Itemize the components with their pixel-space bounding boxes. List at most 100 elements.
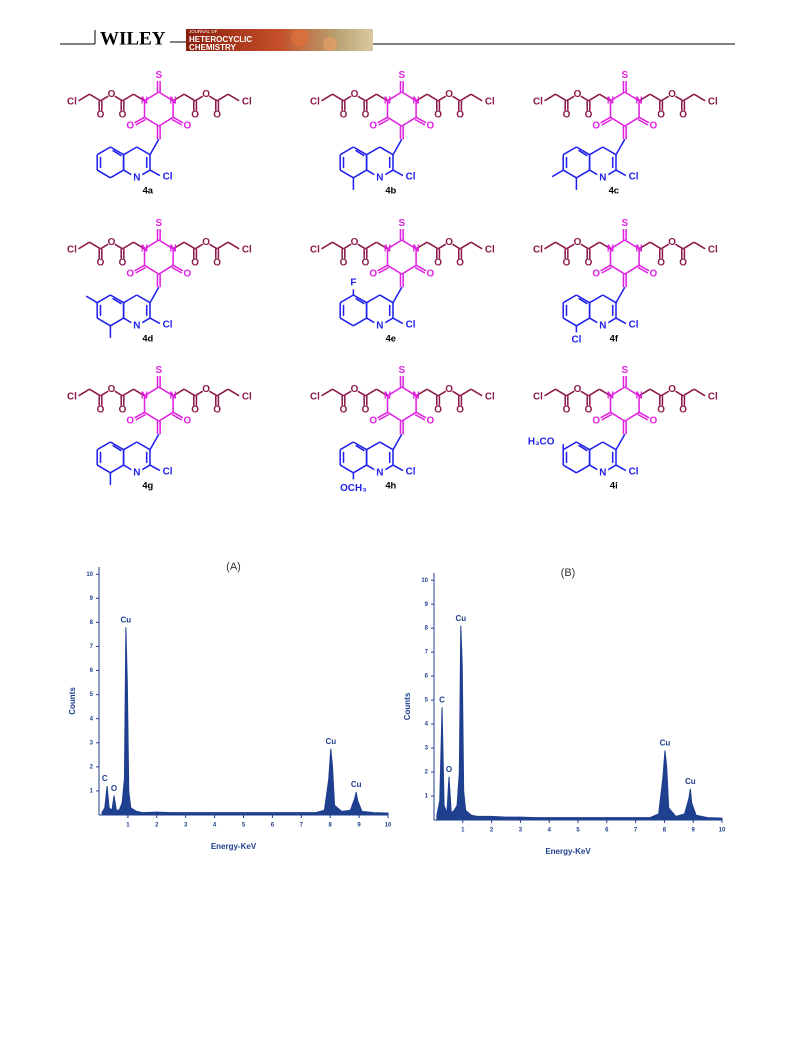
x-tick-label: 6 — [605, 828, 609, 834]
bond — [414, 118, 426, 126]
bond — [377, 411, 388, 419]
y-tick-label: 9 — [425, 602, 429, 608]
bond — [110, 441, 124, 451]
bond — [401, 264, 417, 275]
atom-label: Cl — [406, 319, 416, 330]
bond — [149, 286, 160, 304]
atom-label: O — [585, 258, 593, 269]
x-tick-label: 9 — [692, 828, 696, 834]
atom-label: H₃CO — [528, 437, 555, 448]
peak-label: Cu — [685, 777, 696, 786]
y-tick-label: 6 — [425, 674, 429, 680]
y-tick-label: 3 — [425, 746, 429, 752]
bond — [555, 241, 567, 250]
atom-label: O — [184, 416, 192, 427]
atom-label: S — [398, 218, 405, 229]
bond — [100, 243, 109, 250]
bond — [401, 411, 417, 422]
atom-label: Cl — [242, 392, 252, 403]
x-tick-label: 5 — [242, 823, 246, 829]
atom-label: OCH₃ — [340, 483, 367, 494]
bond — [110, 146, 124, 156]
y-tick-label: 1 — [425, 794, 429, 800]
atom-label: S — [621, 365, 628, 376]
y-tick-label: 8 — [425, 626, 429, 632]
bond — [158, 264, 174, 275]
bond — [227, 93, 240, 102]
x-tick-label: 3 — [184, 823, 188, 829]
bond — [562, 441, 577, 451]
compound-label: 4a — [143, 185, 154, 195]
bond — [610, 386, 626, 397]
bond — [355, 444, 365, 452]
bond — [589, 441, 604, 451]
bond — [89, 241, 101, 250]
bond — [376, 388, 388, 397]
compound-label: 4d — [142, 333, 153, 343]
atom-label: O — [213, 405, 221, 416]
bond — [357, 390, 366, 397]
bond — [615, 169, 627, 177]
atom-label: N — [607, 95, 614, 106]
atom-label: O — [362, 258, 370, 269]
atom-label: N — [141, 95, 148, 106]
atom-label: Cl — [406, 171, 416, 182]
atom-label: O — [679, 258, 687, 269]
bond — [376, 93, 388, 102]
atom-label: O — [650, 416, 658, 427]
x-tick-label: 5 — [576, 828, 580, 834]
chart-title: (A) — [226, 561, 241, 573]
bond — [114, 390, 123, 397]
x-axis-label: Energy-KeV — [545, 847, 591, 856]
bond — [401, 91, 417, 102]
atom-label: O — [427, 416, 435, 427]
atom-label: O — [97, 110, 105, 121]
bond — [112, 444, 122, 452]
bond — [610, 239, 626, 250]
y-tick-label: 3 — [90, 740, 94, 746]
bond — [112, 149, 122, 157]
chart-title: (B) — [561, 567, 576, 579]
bond — [555, 388, 567, 397]
bond — [576, 441, 590, 451]
atom-label: O — [119, 405, 127, 416]
bond — [135, 266, 146, 274]
bond — [122, 93, 134, 102]
y-tick-label: 7 — [90, 644, 94, 650]
bond — [566, 243, 575, 250]
bond — [624, 116, 640, 127]
atom-label: O — [351, 89, 359, 100]
bond — [355, 149, 365, 157]
atom-label: Cl — [163, 466, 173, 477]
bond — [110, 294, 124, 304]
atom-label: Cl — [629, 466, 639, 477]
bond — [610, 116, 626, 127]
bond — [144, 91, 160, 102]
bond — [123, 441, 138, 451]
bond — [133, 93, 145, 102]
bond — [339, 294, 354, 304]
x-tick-label: 4 — [548, 828, 552, 834]
atom-label: N — [376, 320, 383, 331]
bond — [544, 93, 556, 102]
atom-label: O — [97, 258, 105, 269]
bond — [209, 390, 218, 397]
atom-label: Cl — [163, 319, 173, 330]
bond — [576, 294, 590, 304]
bond — [660, 243, 670, 250]
bond — [379, 146, 394, 156]
journal-name: HETEROCYCLIC — [189, 35, 252, 44]
atom-label: O — [126, 416, 134, 427]
bond — [339, 146, 354, 156]
bond — [387, 116, 403, 127]
bond — [459, 241, 472, 250]
atom-label: N — [599, 320, 606, 331]
bond — [452, 390, 461, 397]
atom-label: Cl — [708, 392, 718, 403]
atom-label: O — [202, 89, 210, 100]
bond — [660, 95, 670, 102]
bond — [149, 138, 160, 156]
atom-label: O — [592, 121, 600, 132]
bond — [172, 116, 184, 124]
